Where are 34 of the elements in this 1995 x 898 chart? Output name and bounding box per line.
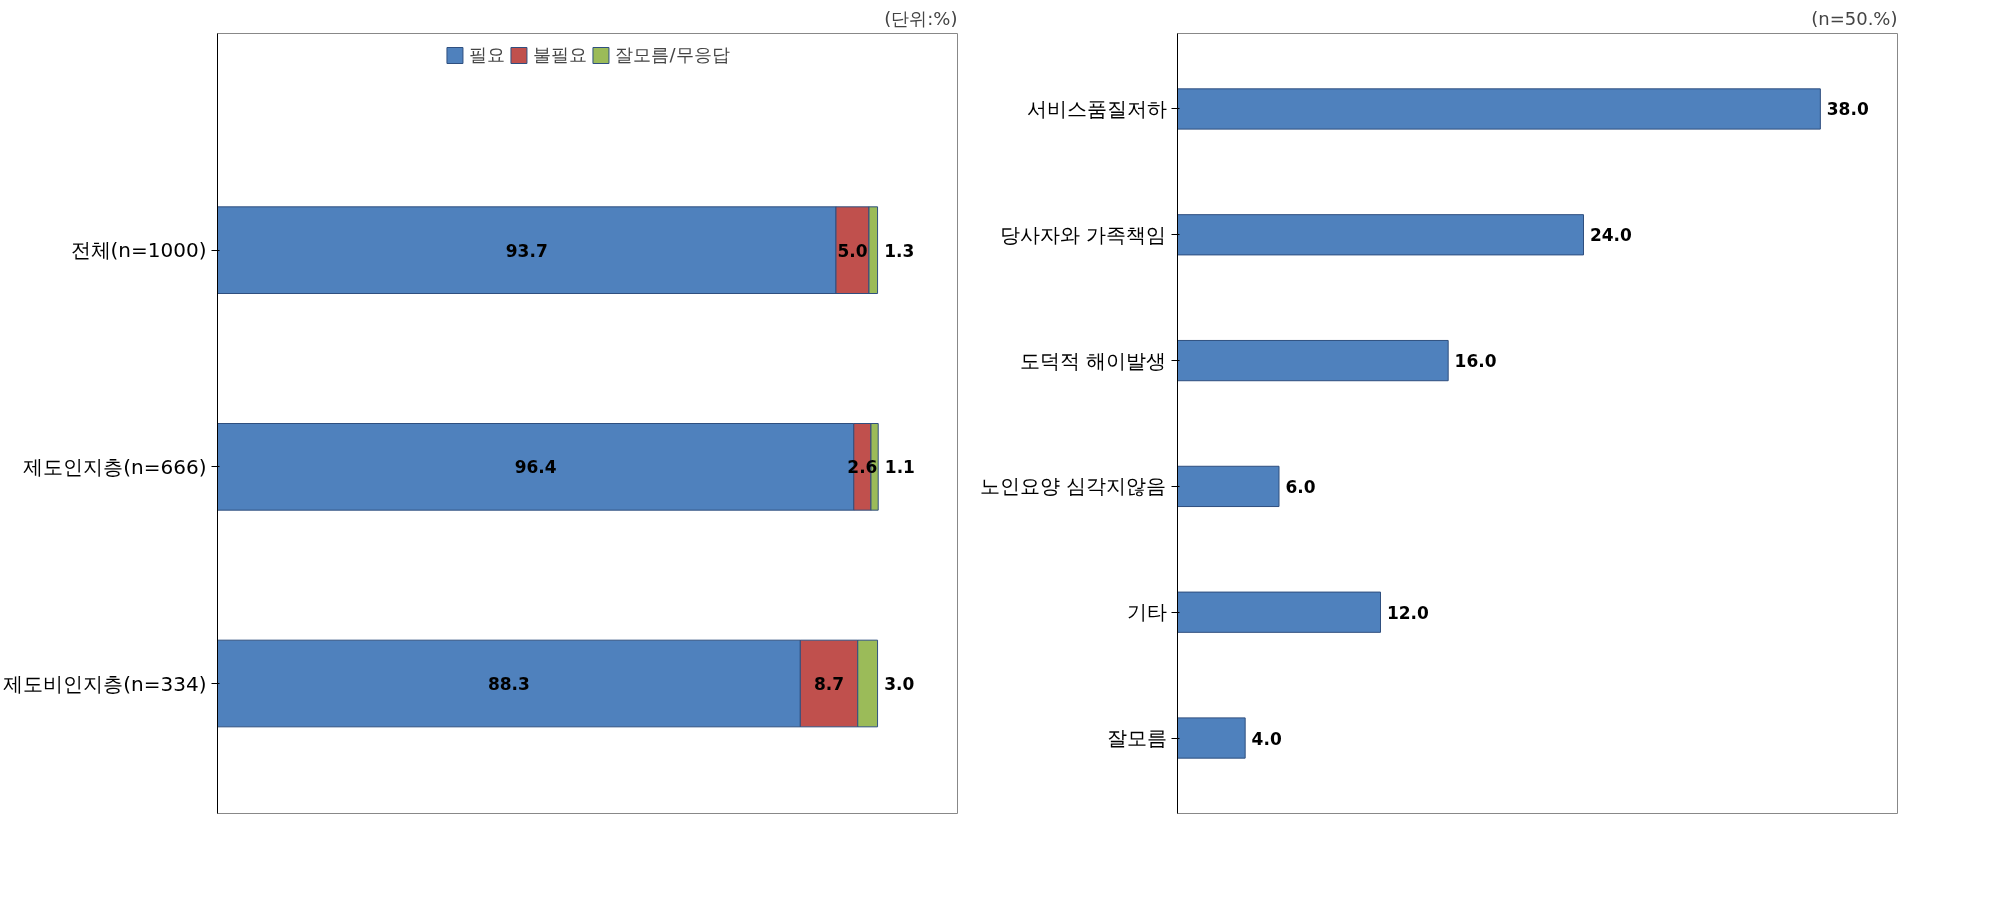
bar (1177, 591, 1382, 633)
y-tick-label: 전체(n=1000) (70, 238, 207, 263)
bar (1177, 339, 1449, 382)
bar (1177, 465, 1280, 508)
data-label: 4.0 (1251, 728, 1282, 749)
data-label: 3.0 (884, 674, 915, 694)
bar (1177, 88, 1821, 130)
y-tick-label: 도덕적 해이발생 (1020, 348, 1167, 373)
data-label: 6.0 (1285, 476, 1316, 497)
y-tick-label: 기타 (1126, 600, 1167, 625)
data-label: 88.3 (487, 674, 530, 694)
data-label: 16.0 (1454, 351, 1497, 372)
legend-label: 필요 (469, 43, 506, 67)
data-label: 24.0 (1589, 225, 1633, 246)
text: (n=50.%) (1811, 7, 1898, 29)
data-label: 1.3 (884, 240, 915, 261)
y-tick-label: 제도비인지층(n=334) (3, 671, 207, 696)
data-label: 12.0 (1386, 602, 1430, 623)
y-tick-label: 노인요양 심각지않음 (980, 474, 1167, 499)
text: (단위:%) (884, 7, 958, 29)
y-tick-label: 서비스품질저하 (1026, 96, 1167, 121)
data-label: 1.1 (884, 457, 915, 478)
y-tick-label: 잘모름 (1106, 726, 1167, 751)
data-label: 93.7 (505, 240, 548, 261)
legend-label: 불필요 (533, 43, 588, 67)
data-label: 96.4 (514, 457, 557, 478)
legend-label: 잘모름/무응답 (615, 43, 730, 67)
data-label: 38.0 (1826, 99, 1869, 120)
y-tick-label: 제도인지층(n=666) (23, 454, 207, 479)
bar (1177, 214, 1585, 256)
data-label: 8.7 (813, 674, 845, 694)
data-label: 5.0 (837, 240, 868, 261)
y-tick-label: 당사자와 가족책임 (1000, 222, 1167, 247)
bar (1177, 717, 1246, 759)
